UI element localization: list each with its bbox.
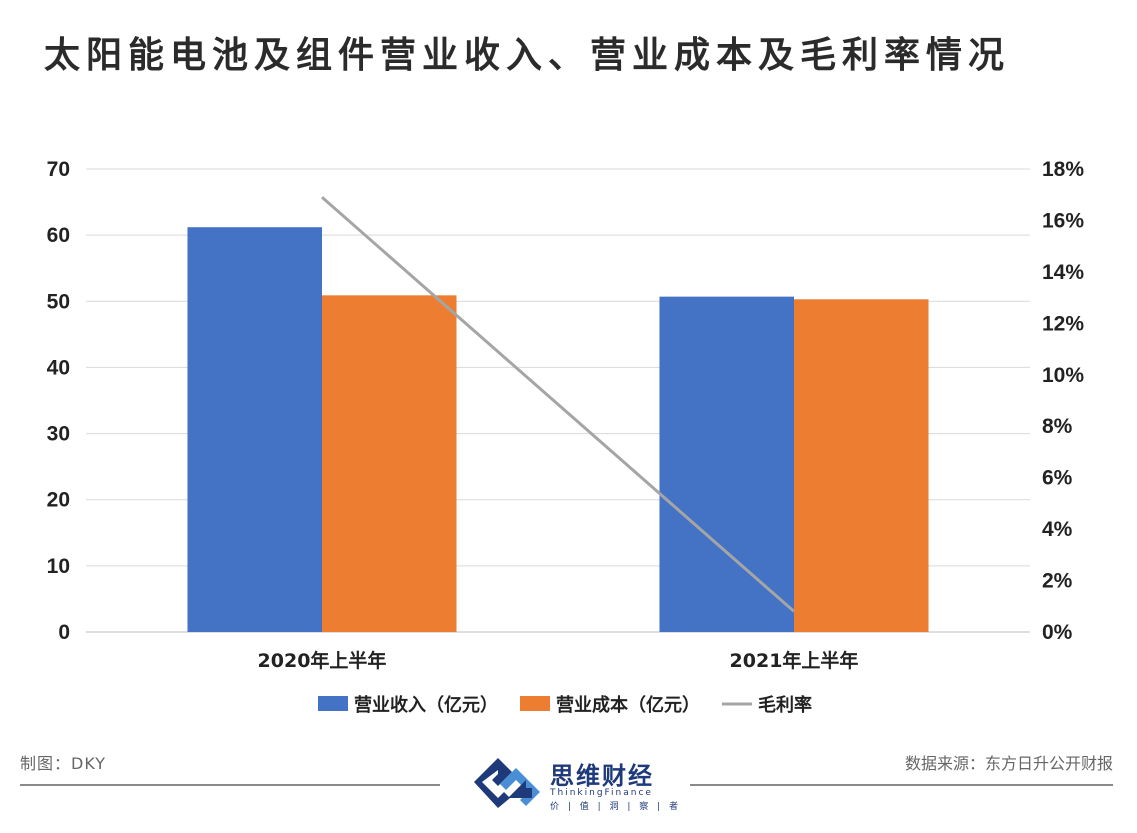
y-left-tick-label: 20 [47, 489, 70, 512]
y-right-tick-label: 14% [1042, 261, 1084, 284]
bar-cost [794, 299, 929, 632]
legend-swatch [318, 696, 348, 711]
y-left-tick-label: 10 [47, 555, 70, 578]
y-right-tick-label: 8% [1042, 415, 1073, 438]
brand-english: ThinkingFinance [550, 788, 653, 798]
brand-motto: 价 | 值 | 洞 | 察 | 者 [550, 802, 682, 812]
y-left-tick-label: 60 [47, 224, 70, 247]
brand-logo-icon [474, 758, 540, 808]
y-left-tick-label: 50 [47, 290, 70, 313]
chart-title: 太阳能电池及组件营业收入、营业成本及毛利率情况 [44, 35, 1011, 76]
bars [187, 227, 929, 632]
bar-cost [322, 295, 457, 632]
brand-logo: 思维财经 ThinkingFinance 价 | 值 | 洞 | 察 | 者 [470, 752, 680, 812]
legend-label: 营业成本（亿元） [556, 694, 700, 716]
y-right-tick-label: 2% [1042, 570, 1073, 593]
gross-margin-line [321, 196, 795, 613]
bar-revenue [187, 227, 322, 632]
data-source: 数据来源：东方日升公开财报 [904, 754, 1113, 773]
y-left-tick-label: 40 [47, 356, 70, 379]
category-labels: 2020年上半年 2021年上半年 [258, 649, 859, 672]
footer-divider-left [20, 784, 440, 786]
bar-revenue [659, 296, 794, 632]
y-left-tick-label: 30 [47, 423, 70, 446]
y-right-tick-label: 12% [1042, 312, 1084, 335]
footer-divider-right [690, 784, 1113, 786]
y-right-tick-label: 0% [1042, 621, 1073, 644]
y-right-tick-label: 10% [1042, 364, 1084, 387]
legend-swatch [520, 696, 550, 711]
left-axis-ticks: 0 10 20 30 40 50 60 70 [47, 158, 70, 644]
y-left-tick-label: 0 [58, 621, 70, 644]
margin-line [321, 196, 795, 613]
y-right-tick-label: 6% [1042, 467, 1073, 490]
x-category-label: 2020年上半年 [258, 649, 387, 672]
brand-name: 思维财经 [550, 762, 654, 790]
x-category-label: 2021年上半年 [730, 649, 859, 672]
legend: 营业收入（亿元） 营业成本（亿元） 毛利率 [318, 694, 812, 716]
legend-label: 营业收入（亿元） [354, 694, 498, 716]
y-right-tick-label: 18% [1042, 158, 1084, 181]
y-right-tick-label: 4% [1042, 518, 1073, 541]
y-left-tick-label: 70 [47, 158, 70, 181]
right-axis-ticks: 0% 2% 4% 6% 8% 10% 12% 14% 16% 18% [1042, 158, 1084, 644]
chart-author: 制图：DKY [20, 754, 107, 773]
legend-label: 毛利率 [758, 694, 812, 716]
y-right-tick-label: 16% [1042, 209, 1084, 232]
